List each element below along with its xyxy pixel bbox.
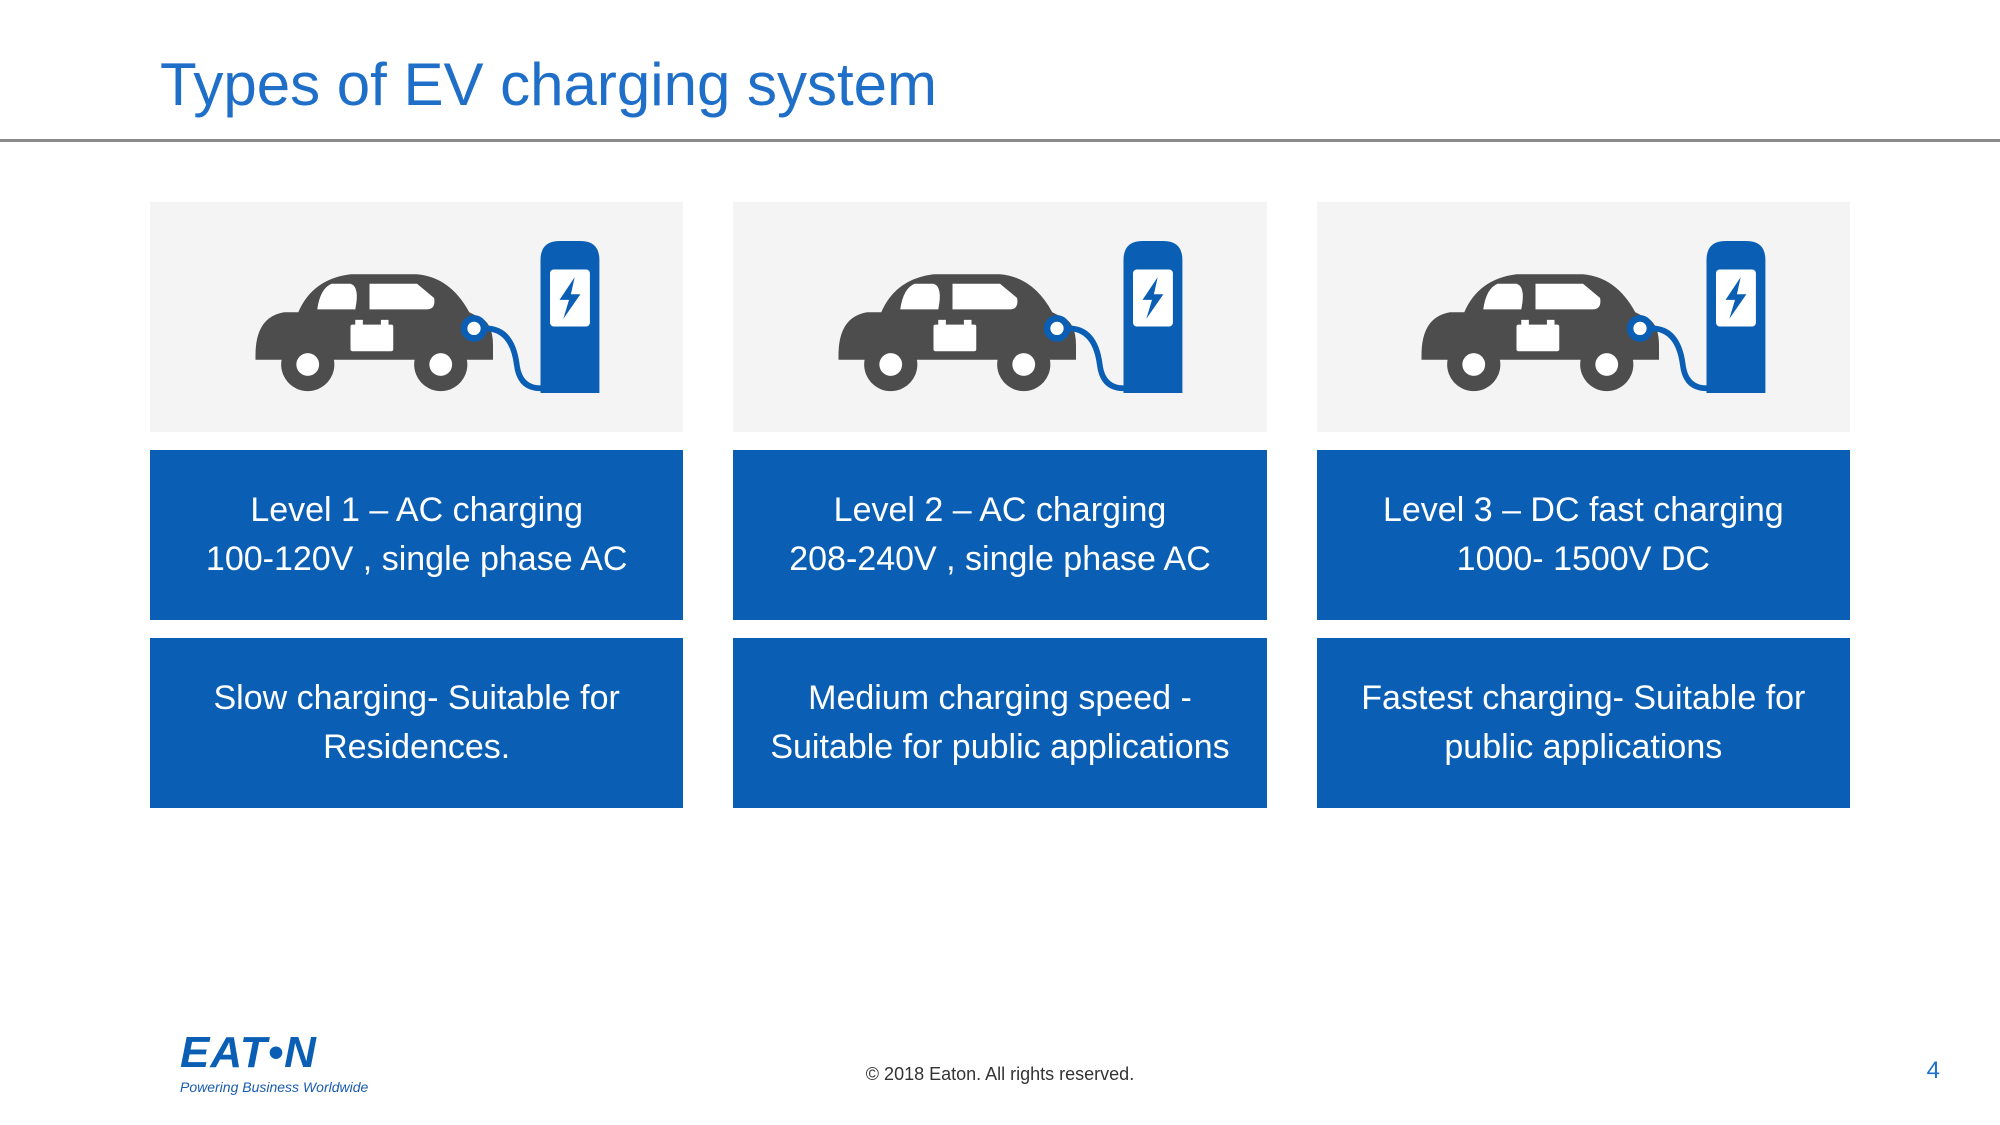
level3-heading-line2: 1000- 1500V DC	[1347, 535, 1820, 584]
page-number: 4	[1927, 1057, 1940, 1085]
title-underline	[0, 139, 2000, 142]
level3-heading-box: Level 3 – DC fast charging 1000- 1500V D…	[1317, 450, 1850, 620]
level2-desc-box: Medium charging speed -Suitable for publ…	[733, 638, 1266, 808]
level2-heading-box: Level 2 – AC charging 208-240V , single …	[733, 450, 1266, 620]
level2-desc: Medium charging speed -Suitable for publ…	[763, 674, 1236, 773]
level1-desc: Slow charging- Suitable for Residences.	[180, 674, 653, 773]
level2-heading-line2: 208-240V , single phase AC	[763, 535, 1236, 584]
ev-charging-icon	[150, 202, 683, 432]
copyright-text: © 2018 Eaton. All rights reserved.	[866, 1064, 1134, 1085]
level3-desc-box: Fastest charging- Suitable for public ap…	[1317, 638, 1850, 808]
level3-desc: Fastest charging- Suitable for public ap…	[1347, 674, 1820, 773]
level1-heading-line1: Level 1 – AC charging	[180, 486, 653, 535]
column-level3: Level 3 – DC fast charging 1000- 1500V D…	[1317, 202, 1850, 808]
column-level2: Level 2 – AC charging 208-240V , single …	[733, 202, 1266, 808]
ev-charging-icon	[733, 202, 1266, 432]
columns-container: Level 1 – AC charging 100-120V , single …	[0, 202, 2000, 808]
column-level1: Level 1 – AC charging 100-120V , single …	[150, 202, 683, 808]
level2-heading-line1: Level 2 – AC charging	[763, 486, 1236, 535]
logo-tagline: Powering Business Worldwide	[180, 1079, 368, 1095]
level1-heading-line2: 100-120V , single phase AC	[180, 535, 653, 584]
eaton-logo: EAT•N Powering Business Worldwide	[180, 1031, 368, 1095]
level3-heading-line1: Level 3 – DC fast charging	[1347, 486, 1820, 535]
level1-desc-box: Slow charging- Suitable for Residences.	[150, 638, 683, 808]
footer: EAT•N Powering Business Worldwide © 2018…	[0, 1005, 2000, 1095]
ev-charging-icon	[1317, 202, 1850, 432]
logo-text: EAT•N	[180, 1031, 317, 1075]
page-title: Types of EV charging system	[0, 0, 2000, 139]
level1-heading-box: Level 1 – AC charging 100-120V , single …	[150, 450, 683, 620]
